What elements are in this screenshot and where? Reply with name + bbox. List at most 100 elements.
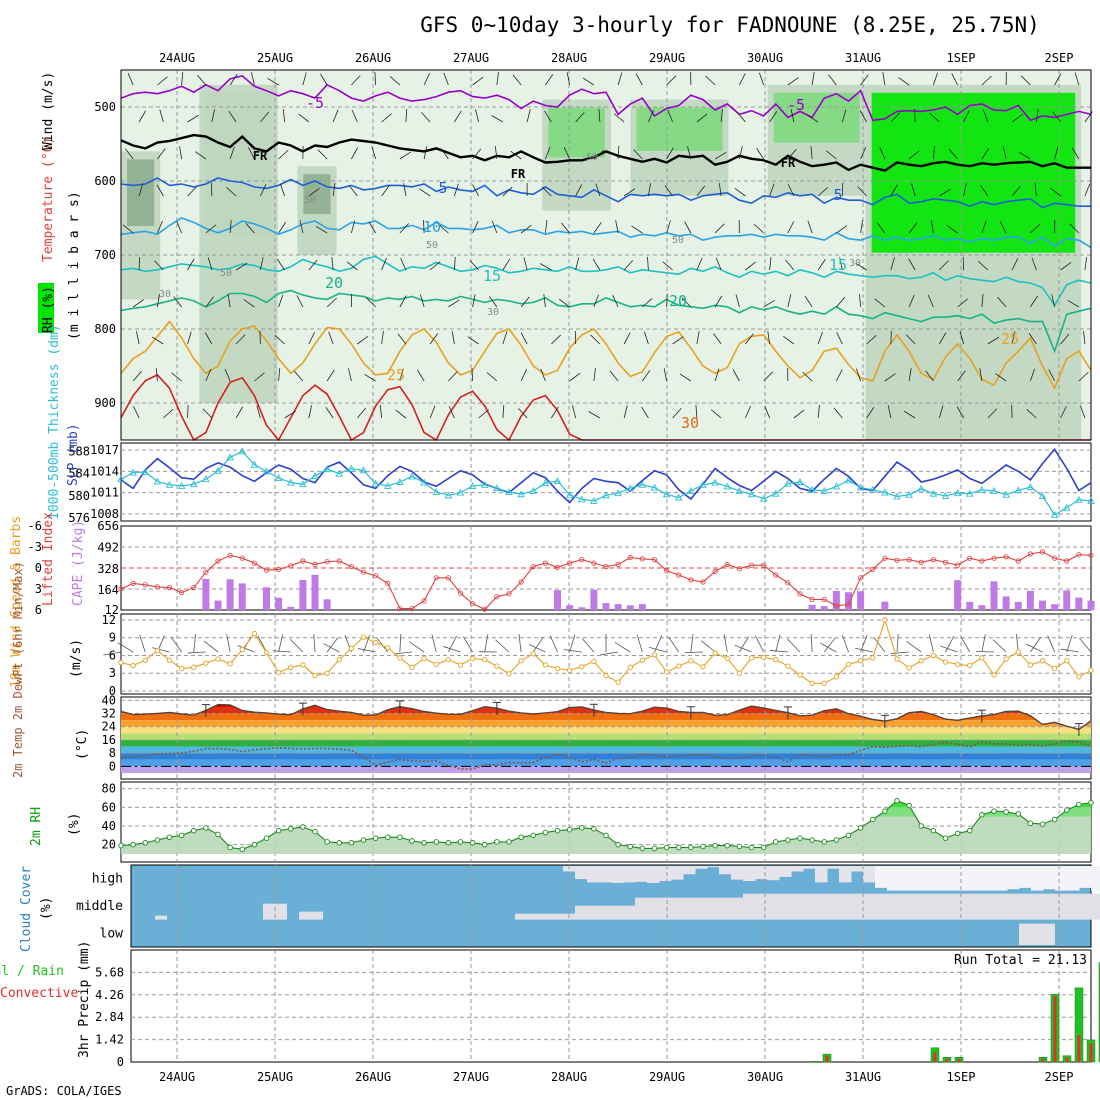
rh-point <box>118 842 124 849</box>
thickness-point <box>189 480 198 488</box>
rh-point <box>857 825 864 831</box>
cape-ylabel-left: Lifted Index <box>41 512 56 606</box>
upper-barb <box>787 148 797 160</box>
lifted-index-point <box>166 584 173 591</box>
y-tick-label: 0 <box>117 1055 124 1069</box>
upper-barb <box>211 109 215 123</box>
upper-barb <box>132 299 145 308</box>
rh-point <box>142 840 148 846</box>
rh-point <box>663 844 670 851</box>
rh-point <box>433 839 440 845</box>
upper-barb <box>575 257 580 271</box>
upper-barb <box>995 373 1007 382</box>
upper-barb <box>1060 406 1067 419</box>
upper-barb <box>179 146 183 160</box>
wind-speed-point <box>118 659 124 666</box>
lifted-index-point <box>397 605 403 612</box>
upper-barb <box>235 262 248 271</box>
cloud-high-cell <box>1055 866 1068 891</box>
rh-point <box>1039 821 1046 827</box>
surface-barb <box>668 636 680 653</box>
thickness-point <box>468 481 477 489</box>
surface-barb <box>723 634 728 653</box>
thickness-point <box>699 480 707 488</box>
upper-barb <box>714 223 725 234</box>
cloud-middle-cell <box>515 913 575 920</box>
y-tick-label: 40 <box>102 819 116 833</box>
wind-speed-point <box>130 662 136 669</box>
lifted-index-point <box>1064 558 1070 564</box>
upper-barb <box>256 405 261 419</box>
lifted-index-point <box>336 558 342 564</box>
cape-bar <box>275 597 283 610</box>
wind-speed-point <box>797 672 803 678</box>
upper-barb <box>866 406 875 419</box>
thickness-point <box>153 477 162 485</box>
cape-bar <box>299 580 307 610</box>
cloud-high-cell <box>1067 866 1080 891</box>
wind-speed-point <box>954 661 961 668</box>
thickness-point <box>129 468 137 476</box>
upper-barb <box>631 225 643 234</box>
rh-point <box>178 832 185 839</box>
thickness-point <box>590 497 598 504</box>
date-label-top: 30AUG <box>747 51 783 65</box>
surface-barb <box>272 650 291 653</box>
upper-barb <box>1011 258 1019 271</box>
upper-barb <box>695 405 698 419</box>
y-tick-label: 656 <box>97 519 119 533</box>
lifted-index-point <box>870 566 876 573</box>
upper-barb <box>254 372 265 382</box>
upper-barb <box>368 221 376 234</box>
upper-barb <box>979 368 983 382</box>
wind-speed-point <box>263 649 270 656</box>
temp-band <box>121 733 1091 740</box>
surface-barb <box>1015 634 1019 653</box>
date-axis-top: 24AUG 25AUG 26AUG 27AUG 28AUG 29AUG 30AUG 31AUG… <box>159 51 1074 65</box>
upper-barb <box>357 336 369 345</box>
thickness-point <box>650 483 659 491</box>
upper-barb <box>582 77 595 86</box>
cloud-high-cell <box>647 866 660 883</box>
upper-barb <box>1034 183 1037 197</box>
rh-point <box>554 827 561 834</box>
surface-barb <box>1066 634 1073 653</box>
thickness-point <box>1014 486 1023 494</box>
upper-barb <box>235 334 246 345</box>
upper-barb <box>1083 331 1086 345</box>
rh-point <box>773 839 779 845</box>
wind-speed-point <box>348 645 355 652</box>
upper-barb <box>763 371 774 382</box>
rh-point <box>372 835 379 841</box>
rh-contour-label: 50 <box>586 152 598 163</box>
wind-speed-point <box>457 662 464 668</box>
rh-point <box>130 841 136 848</box>
upper-barb <box>806 114 819 123</box>
upper-barb <box>284 410 296 419</box>
lifted-index-point <box>470 601 476 607</box>
upper-barb <box>787 184 795 197</box>
surface-barb <box>495 639 510 653</box>
precip-conv-bar <box>1053 995 1057 1062</box>
upper-barb <box>804 295 813 308</box>
wind-speed-point <box>324 670 330 676</box>
rh-point <box>821 839 828 845</box>
cloud-level-label: middle <box>76 899 123 914</box>
temp2m-ylabel-unit: (°C) <box>75 729 90 760</box>
upper-barb <box>205 332 213 345</box>
rh-point <box>760 844 767 851</box>
lifted-index-point <box>979 558 985 564</box>
date-axis-bottom: 24AUG 25AUG 26AUG 27AUG 28AUG 29AUG 30AUG 31AUG… <box>159 1070 1074 1084</box>
rh-point <box>979 812 985 818</box>
thickness-point <box>796 478 804 485</box>
rh-moist-core <box>548 107 605 158</box>
upper-barb <box>679 373 692 382</box>
upper-barb <box>520 296 530 308</box>
cloud-high-cell <box>947 866 960 891</box>
wind-speed-point <box>1003 656 1009 662</box>
rh-point <box>1076 801 1082 808</box>
rh-point <box>882 808 888 814</box>
rh-point <box>615 841 621 848</box>
wind-speed-point <box>845 661 852 668</box>
date-label-bottom: 29AUG <box>649 1070 685 1084</box>
